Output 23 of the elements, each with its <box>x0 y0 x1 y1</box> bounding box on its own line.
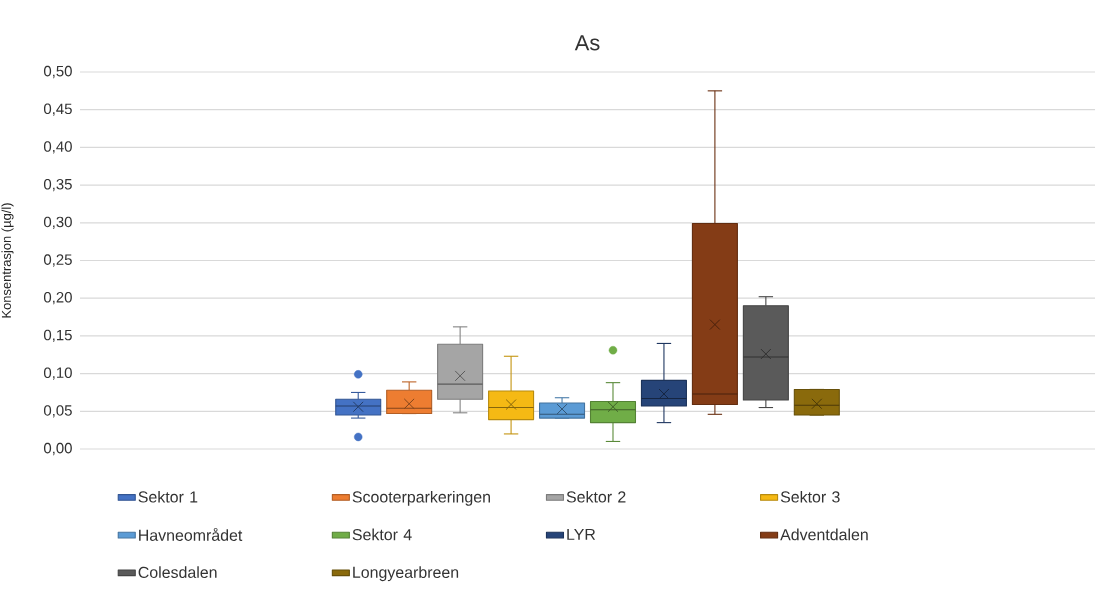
legend-label: Sektor 4 <box>352 528 412 541</box>
y-tick-label: 0,40 <box>43 141 72 154</box>
legend-label: Sektor 3 <box>780 490 840 503</box>
y-tick-label: 0,45 <box>43 103 72 116</box>
y-tick-label: 0,00 <box>43 442 72 456</box>
legend-label: Longyearbreen <box>353 566 459 582</box>
legend-label: Havneområdet <box>139 527 243 541</box>
chart-title: As <box>574 35 600 51</box>
legend-label: Adventdalen <box>780 528 868 541</box>
y-tick-label: 0,25 <box>43 254 72 267</box>
y-tick-label: 0,35 <box>43 178 72 192</box>
y-tick-label: 0,05 <box>43 405 72 418</box>
legend-label: LYR <box>567 528 596 540</box>
y-tick-label: 0,50 <box>43 65 72 79</box>
legend-label: Scooterparkeringen <box>352 490 490 506</box>
y-tick-label: 0,30 <box>43 216 72 229</box>
y-tick-label: 0,20 <box>43 292 72 305</box>
legend-label: Sektor 2 <box>566 490 626 503</box>
y-tick-label: 0,15 <box>43 329 72 343</box>
y-axis-title: Konsentrasjon (µg/l) <box>1 203 14 318</box>
legend-label: Sektor 1 <box>138 490 198 503</box>
legend-label: Colesdalen <box>138 566 217 578</box>
y-tick-label: 0,10 <box>43 367 72 380</box>
